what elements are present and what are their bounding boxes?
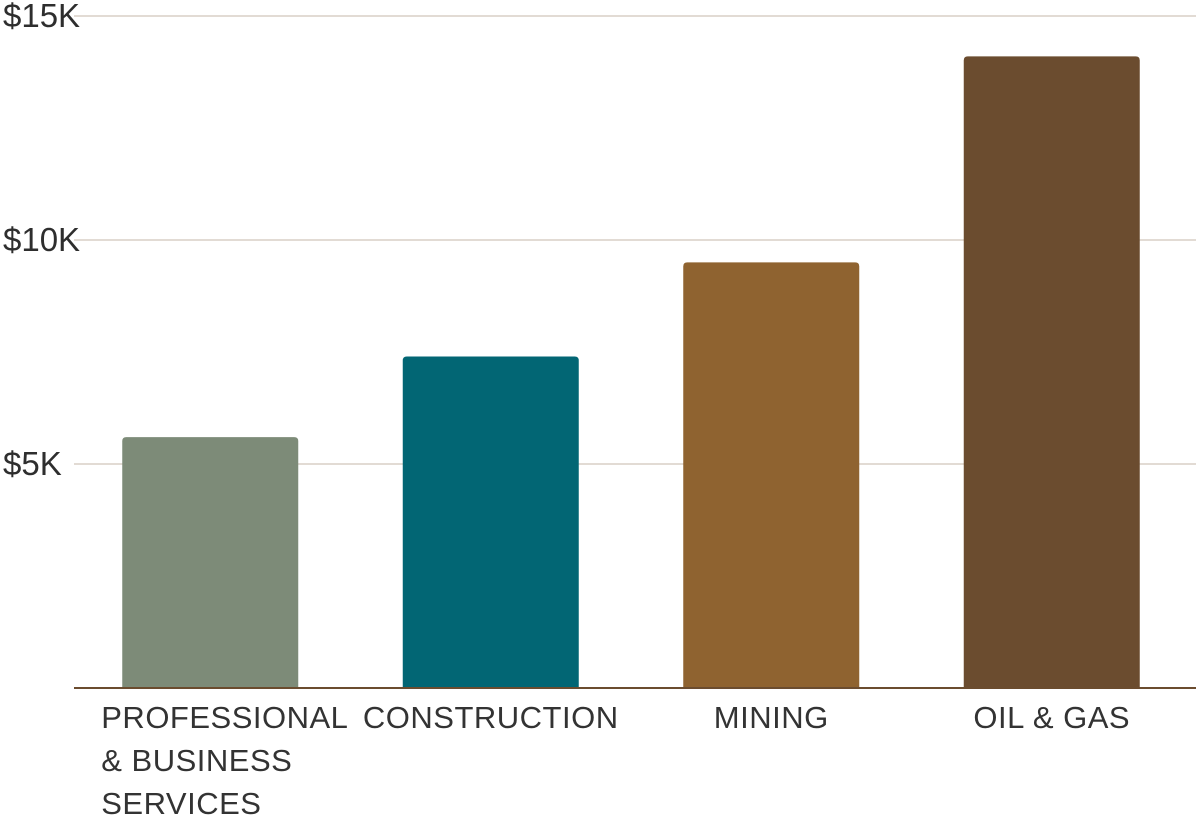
x-category-label-line: SERVICES [101, 786, 261, 821]
x-category-label-3: MINING [714, 700, 829, 735]
y-axis-ticks: $5K $10K $15K [3, 0, 80, 482]
bar-2 [402, 356, 579, 688]
x-category-label-2: CONSTRUCTION [363, 700, 619, 735]
bar-1 [122, 437, 299, 688]
x-category-label-line: PROFESSIONAL [101, 700, 348, 735]
x-category-label-4: OIL & GAS [973, 700, 1130, 735]
x-category-label-line: CONSTRUCTION [363, 700, 619, 735]
x-axis-labels: PROFESSIONAL & BUSINESS SERVICES CONSTRUCTI… [101, 700, 1130, 821]
y-tick-label-1: $5K [3, 445, 62, 482]
bars [122, 56, 1140, 688]
x-category-label-1: PROFESSIONAL & BUSINESS SERVICES [101, 700, 348, 821]
bar-3 [683, 262, 860, 688]
x-category-label-line: OIL & GAS [973, 700, 1130, 735]
y-tick-label-2: $10K [3, 221, 80, 258]
bar-4 [963, 56, 1140, 688]
x-category-label-line: & BUSINESS [101, 743, 292, 778]
x-category-label-line: MINING [714, 700, 829, 735]
y-tick-label-3: $15K [3, 0, 80, 34]
